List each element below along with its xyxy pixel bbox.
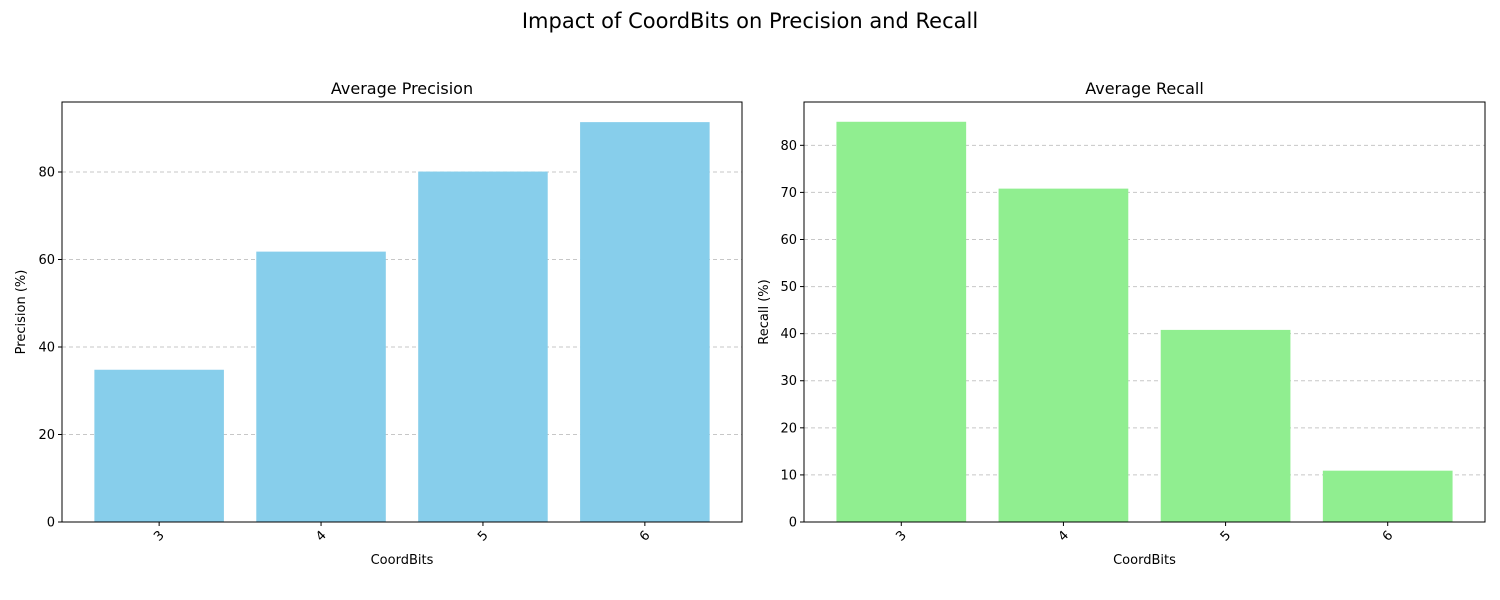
recall-x-tick-label: 6 xyxy=(1380,528,1396,544)
recall-bar-4 xyxy=(998,188,1129,522)
recall-x-ticks: 3 4 5 6 xyxy=(893,522,1396,545)
recall-chart: Average Recall CoordBits Recall (%) 0 10 2… xyxy=(757,79,1486,568)
precision-chart: Average Precision CoordBits Precision (%… xyxy=(14,79,743,568)
recall-bar-6 xyxy=(1322,470,1453,522)
precision-y-tick-label: 0 xyxy=(47,516,55,531)
precision-x-ticks: 3 4 5 6 xyxy=(151,522,653,545)
precision-x-tick-label: 6 xyxy=(637,528,653,544)
recall-x-axis-label: CoordBits xyxy=(1113,553,1176,568)
precision-chart-title: Average Precision xyxy=(331,79,473,98)
recall-y-tick-label: 60 xyxy=(780,233,797,248)
recall-y-tick-label: 80 xyxy=(780,139,797,154)
recall-bar-3 xyxy=(836,121,967,522)
precision-bar-6 xyxy=(580,122,710,522)
precision-y-ticks: 0 20 40 60 80 xyxy=(38,166,62,531)
recall-bar-5 xyxy=(1160,329,1291,522)
recall-y-tick-label: 30 xyxy=(780,374,797,389)
precision-y-axis-label: Precision (%) xyxy=(14,270,29,355)
recall-y-tick-label: 50 xyxy=(780,280,797,295)
recall-x-tick-label: 3 xyxy=(893,528,909,544)
recall-x-tick-label: 4 xyxy=(1056,528,1072,544)
precision-bar-3 xyxy=(94,369,224,522)
precision-y-tick-label: 60 xyxy=(38,253,55,268)
recall-y-tick-label: 10 xyxy=(780,468,797,483)
recall-y-tick-label: 0 xyxy=(789,516,797,531)
precision-bar-5 xyxy=(418,171,548,522)
recall-x-tick-label: 5 xyxy=(1218,528,1234,544)
figure-suptitle: Impact of CoordBits on Precision and Rec… xyxy=(522,9,978,33)
recall-y-ticks: 0 10 20 30 40 50 60 70 80 xyxy=(780,139,804,531)
precision-x-tick-label: 5 xyxy=(475,528,491,544)
recall-y-axis-label: Recall (%) xyxy=(757,279,772,344)
precision-x-tick-label: 3 xyxy=(151,528,167,544)
precision-y-tick-label: 80 xyxy=(38,166,55,181)
recall-axes-frame xyxy=(803,101,1486,523)
precision-y-tick-label: 40 xyxy=(38,341,55,356)
precision-bars xyxy=(94,122,710,522)
recall-y-tick-label: 20 xyxy=(780,421,797,436)
recall-bars xyxy=(836,121,1453,522)
recall-y-tick-label: 70 xyxy=(780,186,797,201)
precision-axes-frame xyxy=(61,101,743,523)
recall-y-tick-label: 40 xyxy=(780,327,797,342)
precision-x-tick-label: 4 xyxy=(313,528,329,544)
precision-bar-4 xyxy=(256,251,386,522)
recall-chart-title: Average Recall xyxy=(1085,79,1204,98)
precision-x-axis-label: CoordBits xyxy=(371,553,434,568)
precision-y-tick-label: 20 xyxy=(38,428,55,443)
